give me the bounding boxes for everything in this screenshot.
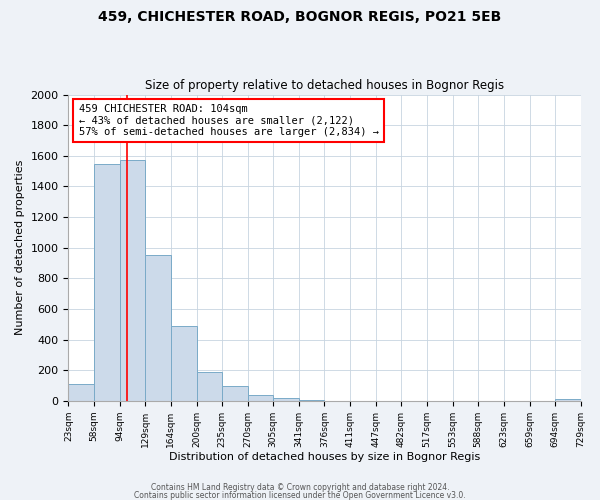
Text: 459, CHICHESTER ROAD, BOGNOR REGIS, PO21 5EB: 459, CHICHESTER ROAD, BOGNOR REGIS, PO21… [98,10,502,24]
Bar [94,164,120,401]
Bar [120,160,145,401]
Text: Contains public sector information licensed under the Open Government Licence v3: Contains public sector information licen… [134,490,466,500]
Y-axis label: Number of detached properties: Number of detached properties [15,160,25,336]
Bar [273,398,299,401]
Bar [68,384,94,401]
Bar [197,372,222,401]
Bar [248,396,273,401]
Bar [145,256,170,401]
Bar [299,400,325,401]
X-axis label: Distribution of detached houses by size in Bognor Regis: Distribution of detached houses by size … [169,452,480,462]
Bar [170,326,197,401]
Text: Contains HM Land Registry data © Crown copyright and database right 2024.: Contains HM Land Registry data © Crown c… [151,484,449,492]
Title: Size of property relative to detached houses in Bognor Regis: Size of property relative to detached ho… [145,79,504,92]
Bar [222,386,248,401]
Bar [555,400,581,401]
Text: 459 CHICHESTER ROAD: 104sqm
← 43% of detached houses are smaller (2,122)
57% of : 459 CHICHESTER ROAD: 104sqm ← 43% of det… [79,104,379,137]
